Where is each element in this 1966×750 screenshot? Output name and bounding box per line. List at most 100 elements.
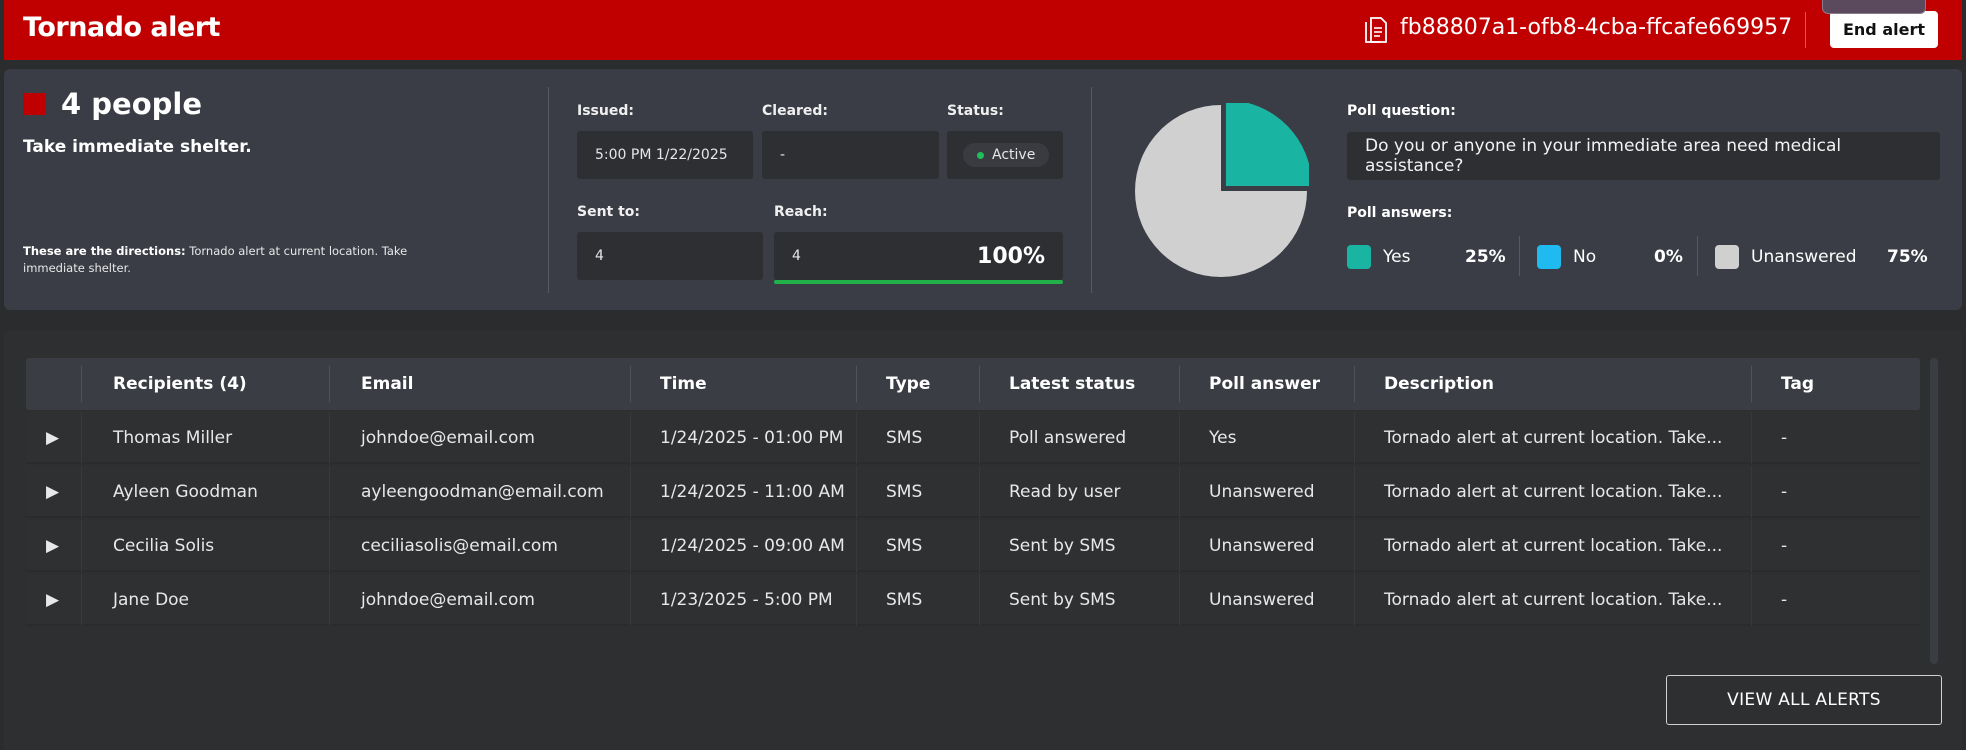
alert-header: Tornado alert fb88807a1-ofb8-4cba-ffcafe… xyxy=(4,0,1962,60)
row-divider xyxy=(1179,520,1180,572)
recipient-name: Thomas Miller xyxy=(113,428,233,448)
column-header-type[interactable]: Type xyxy=(886,374,931,394)
recipient-email: ceciliasolis@email.com xyxy=(361,536,558,556)
message-type: SMS xyxy=(886,590,923,610)
table-scrollbar[interactable] xyxy=(1930,358,1938,664)
row-divider xyxy=(856,574,857,626)
latest-status: Sent by SMS xyxy=(1009,536,1116,556)
column-header-poll-answer[interactable]: Poll answer xyxy=(1209,374,1321,394)
column-divider xyxy=(329,366,330,402)
expand-row-icon[interactable]: ▶ xyxy=(46,536,60,556)
poll-answer: Unanswered xyxy=(1209,482,1315,502)
row-divider xyxy=(329,520,330,572)
yes-swatch xyxy=(1347,245,1371,269)
row-divider xyxy=(856,412,857,464)
directions-label: These are the directions: xyxy=(23,244,186,258)
issued-label: Issued: xyxy=(577,103,634,119)
poll-question-text: Do you or anyone in your immediate area … xyxy=(1365,136,1842,176)
row-divider xyxy=(1354,520,1355,572)
row-divider xyxy=(1354,412,1355,464)
table-row[interactable]: ▶ Ayleen Goodman ayleengoodman@email.com 1/… xyxy=(26,466,1920,518)
row-divider xyxy=(630,412,631,464)
answer-label: Unanswered xyxy=(1751,247,1857,267)
column-header-description[interactable]: Description xyxy=(1384,374,1494,394)
row-divider xyxy=(979,466,980,518)
view-all-alerts-button[interactable]: VIEW ALL ALERTS xyxy=(1666,675,1942,725)
tag: - xyxy=(1781,536,1788,556)
column-header-recipients[interactable]: Recipients (4) xyxy=(113,374,247,394)
answer-pct: 25% xyxy=(1465,247,1506,267)
cleared-field: - xyxy=(762,131,939,179)
poll-answers-label: Poll answers: xyxy=(1347,205,1453,221)
cleared-value: - xyxy=(780,147,786,163)
recipient-email: johndoe@email.com xyxy=(361,428,535,448)
answer-label: Yes xyxy=(1383,247,1411,267)
row-divider xyxy=(329,466,330,518)
poll-answer-unanswered: Unanswered 75% xyxy=(1715,244,1928,270)
header-divider xyxy=(1805,12,1806,48)
row-divider xyxy=(329,412,330,464)
latest-status: Sent by SMS xyxy=(1009,590,1116,610)
description: Tornado alert at current location. Take.… xyxy=(1384,536,1723,556)
row-divider xyxy=(630,574,631,626)
expand-row-icon[interactable]: ▶ xyxy=(46,590,60,610)
end-alert-button[interactable]: End alert xyxy=(1830,11,1938,48)
row-divider xyxy=(979,574,980,626)
sent-to-field: 4 xyxy=(577,232,763,280)
table-row[interactable]: ▶ Jane Doe johndoe@email.com 1/23/2025 - 5:… xyxy=(26,574,1920,626)
recipient-name: Jane Doe xyxy=(113,590,190,610)
column-header-time[interactable]: Time xyxy=(660,374,707,394)
no-swatch xyxy=(1537,245,1561,269)
overlay-tab[interactable] xyxy=(1822,0,1926,14)
row-divider xyxy=(1751,574,1752,626)
latest-status: Poll answered xyxy=(1009,428,1127,448)
column-header-email[interactable]: Email xyxy=(361,374,414,394)
row-divider xyxy=(329,574,330,626)
sent-time: 1/23/2025 - 5:00 PM xyxy=(660,590,833,610)
column-header-tag[interactable]: Tag xyxy=(1781,374,1815,394)
column-divider xyxy=(81,366,82,402)
sent-time: 1/24/2025 - 11:00 AM xyxy=(660,482,845,502)
recipient-email: ayleengoodman@email.com xyxy=(361,482,604,502)
row-divider xyxy=(1179,466,1180,518)
row-divider xyxy=(81,574,82,626)
row-divider xyxy=(979,520,980,572)
row-divider xyxy=(630,520,631,572)
reach-field: 4 100% xyxy=(774,232,1063,284)
directions-text: Tornado alert at current location. Take … xyxy=(23,244,408,275)
alert-summary-panel: 4 people Take immediate shelter. These a… xyxy=(4,69,1962,310)
row-divider xyxy=(979,412,980,464)
column-divider xyxy=(856,366,857,402)
poll-answer: Yes xyxy=(1209,428,1237,448)
table-row[interactable]: ▶ Cecilia Solis ceciliasolis@email.com 1/24… xyxy=(26,520,1920,572)
poll-answer-yes: Yes 25% xyxy=(1347,244,1506,270)
unanswered-swatch xyxy=(1715,245,1739,269)
expand-row-icon[interactable]: ▶ xyxy=(46,428,60,448)
row-divider xyxy=(856,466,857,518)
table-row[interactable]: ▶ Thomas Miller johndoe@email.com 1/24/2025… xyxy=(26,412,1920,464)
row-divider xyxy=(1751,520,1752,572)
alert-instruction: Take immediate shelter. xyxy=(23,137,252,157)
column-divider xyxy=(979,366,980,402)
sent-to-value: 4 xyxy=(595,248,604,264)
sent-time: 1/24/2025 - 01:00 PM xyxy=(660,428,844,448)
summary-divider xyxy=(548,87,549,293)
status-value: Active xyxy=(992,147,1036,163)
reach-label: Reach: xyxy=(774,204,828,220)
poll-divider xyxy=(1091,87,1092,293)
column-header-latest-status[interactable]: Latest status xyxy=(1009,374,1136,394)
row-divider xyxy=(1751,466,1752,518)
row-divider xyxy=(81,520,82,572)
answer-pct: 75% xyxy=(1887,247,1928,267)
description: Tornado alert at current location. Take.… xyxy=(1384,482,1723,502)
reach-value: 4 xyxy=(792,248,801,264)
answer-divider xyxy=(1697,236,1698,276)
latest-status: Read by user xyxy=(1009,482,1121,502)
answer-label: No xyxy=(1573,247,1597,267)
poll-question-field: Do you or anyone in your immediate area … xyxy=(1347,132,1940,180)
recipient-name: Ayleen Goodman xyxy=(113,482,258,502)
row-divider xyxy=(1179,574,1180,626)
description: Tornado alert at current location. Take.… xyxy=(1384,428,1723,448)
expand-row-icon[interactable]: ▶ xyxy=(46,482,60,502)
document-icon[interactable] xyxy=(1364,16,1388,44)
